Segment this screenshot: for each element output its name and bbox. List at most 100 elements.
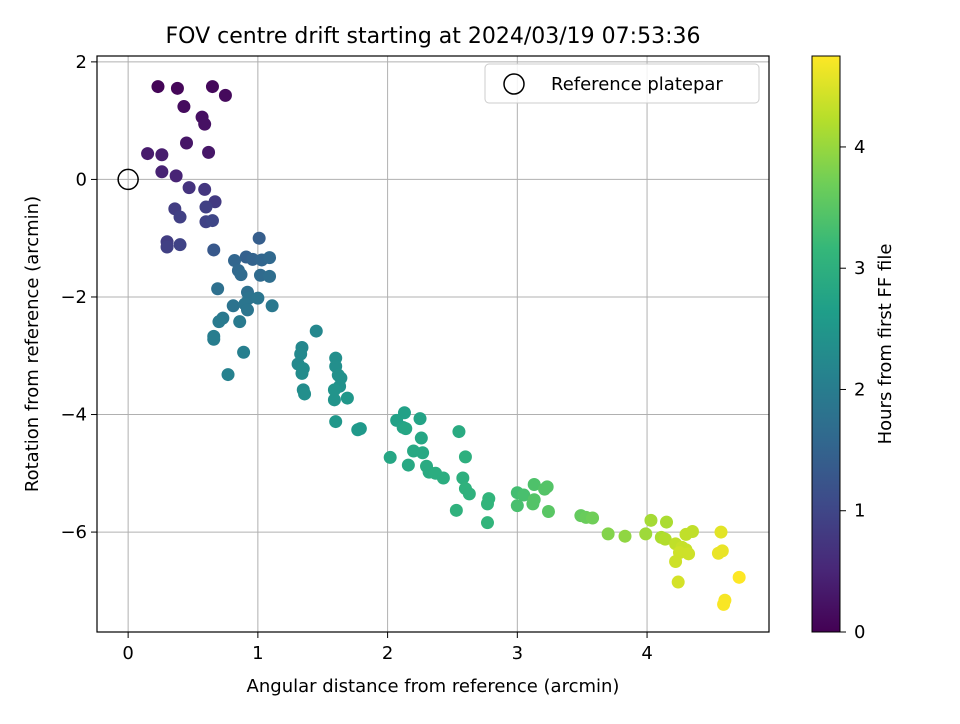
x-tick-label: 4	[641, 643, 652, 664]
data-point	[198, 117, 212, 131]
y-tick-label: 0	[76, 169, 87, 190]
data-point	[211, 282, 225, 296]
x-tick-label: 1	[252, 643, 263, 664]
y-tick-label: −6	[60, 522, 87, 543]
data-point	[618, 529, 632, 543]
data-point	[327, 393, 341, 407]
data-point	[541, 505, 555, 519]
data-point	[155, 148, 169, 162]
x-tick-label: 0	[122, 643, 133, 664]
legend-box	[484, 63, 760, 104]
y-tick-label: −2	[60, 287, 87, 308]
colorbar-tick-label: 1	[854, 501, 865, 522]
colorbar: 0 1 2 3 4 Hours from first FF file	[811, 55, 896, 643]
data-point	[452, 425, 466, 439]
data-point	[732, 570, 746, 584]
data-point	[340, 391, 354, 405]
data-point	[205, 80, 219, 94]
y-axis-ticks: 2 0 −2 −4 −6	[60, 52, 97, 543]
data-point	[517, 488, 531, 502]
x-axis-ticks: 0 1 2 3 4	[122, 632, 653, 664]
colorbar-tick-label: 3	[854, 258, 865, 279]
data-point	[717, 597, 731, 611]
data-point	[639, 527, 653, 541]
data-point	[202, 145, 216, 159]
data-point	[436, 471, 450, 485]
data-point	[601, 527, 615, 541]
data-point	[660, 515, 674, 529]
colorbar-label: Hours from first FF file	[875, 244, 896, 445]
y-tick-label: −4	[60, 405, 87, 426]
data-point	[233, 315, 247, 329]
y-tick-label: 2	[76, 52, 87, 73]
data-point	[182, 181, 196, 195]
data-point	[414, 431, 428, 445]
data-point	[526, 497, 540, 511]
data-point	[251, 291, 265, 305]
x-tick-label: 2	[382, 643, 393, 664]
colorbar-tick-label: 4	[854, 137, 865, 158]
data-point	[480, 516, 494, 530]
data-point	[669, 554, 683, 568]
legend-entry-label: Reference platepar	[551, 74, 723, 95]
data-point	[586, 511, 600, 525]
data-point	[295, 366, 309, 380]
data-point	[212, 315, 226, 329]
data-points	[141, 80, 746, 611]
data-point	[714, 525, 728, 539]
data-point	[151, 80, 165, 94]
data-point	[263, 251, 277, 265]
colorbar-gradient	[811, 55, 841, 633]
data-point	[173, 238, 187, 252]
legend-marker-icon	[503, 73, 525, 95]
data-point	[226, 299, 240, 313]
data-point	[198, 182, 212, 196]
data-point	[263, 269, 277, 283]
data-point	[218, 88, 232, 102]
data-point	[329, 415, 343, 429]
data-point	[160, 240, 174, 254]
data-point	[416, 446, 430, 460]
grid-lines	[97, 56, 769, 632]
data-point	[449, 503, 463, 517]
data-point	[199, 200, 213, 214]
data-point	[205, 214, 219, 228]
data-point	[538, 482, 552, 496]
data-point	[298, 387, 312, 401]
data-point	[682, 547, 696, 561]
data-point	[177, 100, 191, 114]
data-point	[221, 368, 235, 382]
data-point	[294, 347, 308, 361]
data-point	[685, 524, 699, 538]
colorbar-tick-label: 0	[854, 622, 865, 643]
data-point	[237, 345, 251, 359]
data-point	[309, 324, 323, 338]
colorbar-ticks: 0 1 2 3 4	[840, 137, 865, 643]
data-point	[155, 165, 169, 179]
x-axis-label: Angular distance from reference (arcmin)	[247, 676, 620, 697]
data-point	[458, 450, 472, 464]
data-point	[207, 243, 221, 257]
data-point	[351, 423, 365, 437]
data-point	[327, 383, 341, 397]
data-point	[173, 210, 187, 224]
data-point	[527, 477, 541, 491]
chart-title: FOV centre drift starting at 2024/03/19 …	[166, 24, 701, 49]
data-point	[180, 136, 194, 150]
data-point	[462, 487, 476, 501]
data-point	[170, 81, 184, 95]
data-point	[413, 412, 427, 426]
data-point	[715, 544, 729, 558]
data-point	[228, 254, 242, 268]
data-point	[456, 471, 470, 485]
y-axis-label: Rotation from reference (arcmin)	[22, 196, 43, 492]
data-point	[265, 299, 279, 313]
legend: Reference platepar	[484, 63, 760, 104]
plot-frame	[96, 55, 770, 633]
data-point	[644, 513, 658, 527]
data-point	[658, 532, 672, 546]
data-point	[234, 268, 248, 282]
data-point	[383, 450, 397, 464]
x-tick-label: 3	[512, 643, 523, 664]
